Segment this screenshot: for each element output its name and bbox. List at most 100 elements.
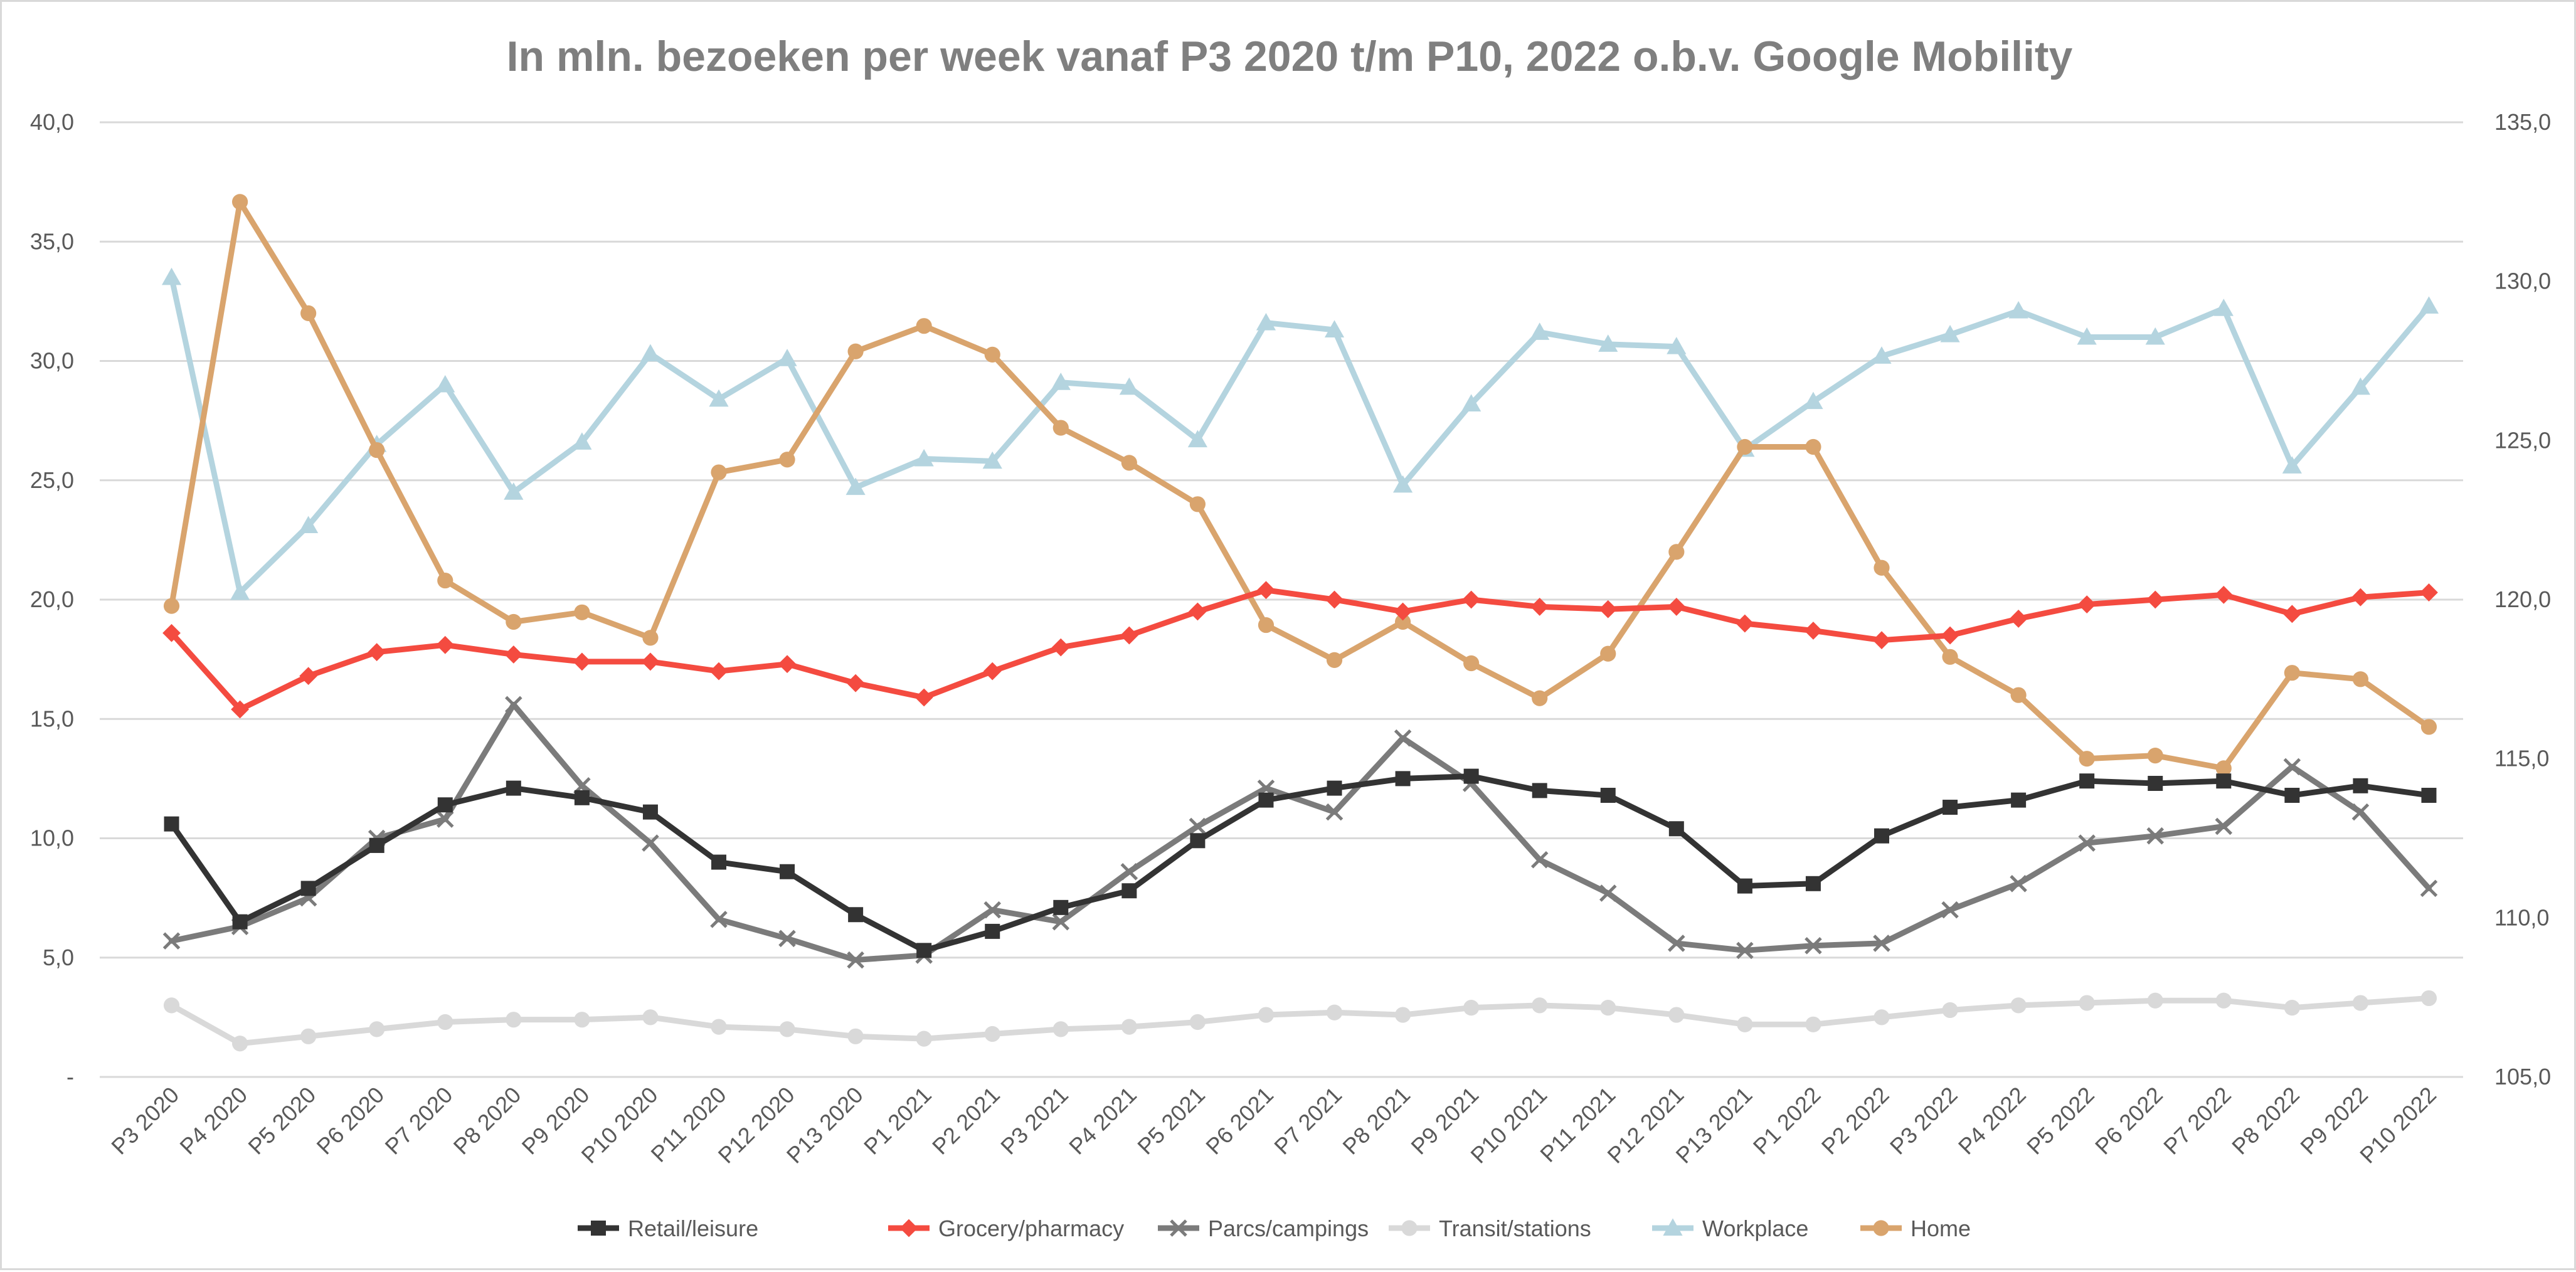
data-point-home: [1600, 645, 1616, 662]
data-point-parcs-campings: [778, 930, 796, 948]
data-point-parcs-campings: [436, 810, 454, 828]
data-point-workplace: [435, 374, 455, 393]
data-point-grocery-pharmacy: [436, 635, 455, 654]
data-point-home: [1737, 438, 1753, 455]
data-point-parcs-campings: [505, 696, 522, 714]
y2-tick-label: 115,0: [2494, 746, 2549, 771]
data-point-home: [916, 318, 932, 334]
series-line-transit-stations: [169, 995, 2432, 1047]
legend-marker: [1401, 1220, 1418, 1236]
data-point-grocery-pharmacy: [1872, 631, 1891, 650]
x-tick-label: P2 2021: [927, 1082, 1005, 1160]
data-point-parcs-campings: [847, 951, 864, 969]
data-point-home: [1805, 438, 1821, 455]
series-transit-stations: [163, 990, 2437, 1052]
data-point-grocery-pharmacy: [299, 667, 318, 686]
data-point-workplace: [640, 344, 660, 362]
x-tick-label: P3 2022: [1885, 1082, 1963, 1160]
series-line-workplace: [169, 274, 2432, 596]
legend-label: Retail/leisure: [628, 1216, 758, 1241]
data-point-retail-leisure: [2353, 778, 2368, 793]
data-point-grocery-pharmacy: [504, 645, 523, 664]
data-point-home: [1052, 420, 1069, 436]
data-point-transit-stations: [2352, 995, 2369, 1011]
x-tick-label: P1 2022: [1748, 1082, 1826, 1160]
data-point-retail-leisure: [1395, 771, 1411, 787]
y-tick-label: 25,0: [30, 467, 74, 493]
data-point-grocery-pharmacy: [709, 662, 728, 681]
data-point-transit-stations: [2215, 992, 2232, 1009]
y2-tick-label: 125,0: [2494, 427, 2551, 453]
y2-tick-label: 135,0: [2494, 109, 2551, 135]
data-point-transit-stations: [231, 1036, 248, 1052]
data-point-transit-stations: [1463, 1000, 1480, 1016]
data-point-transit-stations: [1532, 997, 1548, 1014]
data-point-workplace: [2077, 327, 2097, 345]
series-home: [163, 194, 2437, 776]
data-point-retail-leisure: [1600, 788, 1616, 803]
data-point-parcs-campings: [2215, 817, 2233, 835]
data-point-transit-stations: [1737, 1016, 1753, 1032]
data-point-transit-stations: [847, 1028, 864, 1044]
data-point-grocery-pharmacy: [2077, 595, 2096, 614]
data-point-retail-leisure: [2011, 792, 2027, 808]
data-point-workplace: [2419, 296, 2439, 314]
data-point-transit-stations: [1874, 1009, 1890, 1026]
data-point-parcs-campings: [1394, 729, 1412, 747]
data-point-transit-stations: [1258, 1007, 1275, 1023]
data-point-workplace: [1667, 337, 1687, 354]
x-tick-label: P4 2021: [1064, 1082, 1142, 1160]
data-point-parcs-campings: [1873, 935, 1890, 952]
data-point-grocery-pharmacy: [1325, 590, 1344, 609]
data-point-grocery-pharmacy: [368, 643, 386, 662]
data-point-grocery-pharmacy: [2009, 610, 2028, 628]
data-point-workplace: [299, 516, 319, 534]
data-point-home: [1394, 613, 1411, 630]
data-point-workplace: [1940, 325, 1960, 342]
series-line-parcs-campings: [169, 701, 2432, 963]
data-point-grocery-pharmacy: [231, 700, 249, 719]
data-point-grocery-pharmacy: [1530, 598, 1549, 616]
data-point-transit-stations: [1189, 1014, 1206, 1031]
data-point-home: [2420, 719, 2437, 735]
data-point-home: [506, 613, 522, 630]
legend-label: Grocery/pharmacy: [938, 1216, 1124, 1241]
x-tick-label: P3 2020: [106, 1082, 184, 1160]
data-point-parcs-campings: [642, 834, 659, 852]
data-point-home: [2215, 760, 2232, 776]
x-tick-label: P7 2021: [1269, 1082, 1347, 1160]
data-point-grocery-pharmacy: [1189, 602, 1207, 621]
x-tick-label: P10 2020: [576, 1082, 663, 1169]
y-tick-label: 35,0: [30, 228, 74, 254]
data-point-grocery-pharmacy: [1941, 626, 1959, 645]
x-tick-label: P6 2022: [2090, 1082, 2168, 1160]
data-point-parcs-campings: [1736, 941, 1754, 960]
legend-label: Parcs/campings: [1208, 1216, 1369, 1241]
left-axis-ticks: - 5,0 10,0 15,0 20,0 25,0 30,0 35,0 40,0: [30, 109, 74, 1089]
data-point-grocery-pharmacy: [1257, 581, 1275, 600]
data-point-grocery-pharmacy: [2214, 585, 2233, 604]
data-point-parcs-campings: [1668, 935, 1685, 952]
data-point-transit-stations: [369, 1021, 385, 1037]
data-point-parcs-campings: [983, 901, 1002, 919]
data-point-retail-leisure: [506, 780, 521, 796]
x-tick-label: P10 2021: [1465, 1082, 1552, 1169]
data-point-retail-leisure: [1737, 878, 1752, 894]
data-point-parcs-campings: [2420, 879, 2438, 898]
x-tick-label: P6 2021: [1201, 1082, 1278, 1160]
data-point-retail-leisure: [2148, 775, 2163, 791]
data-point-grocery-pharmacy: [2146, 590, 2165, 609]
data-point-retail-leisure: [1874, 828, 1889, 844]
data-point-parcs-campings: [1805, 936, 1822, 955]
data-point-home: [2352, 671, 2369, 687]
data-point-home: [1326, 652, 1343, 668]
data-point-home: [574, 604, 590, 620]
legend-item-parcs-campings: Parcs/campings: [1158, 1216, 1369, 1241]
data-point-workplace: [504, 482, 524, 500]
legend-item-retail-leisure: Retail/leisure: [578, 1216, 758, 1241]
data-point-home: [1121, 455, 1137, 471]
data-point-workplace: [1256, 313, 1276, 331]
legend-marker: [591, 1221, 606, 1236]
series-line-grocery-pharmacy: [169, 587, 2432, 713]
legend-marker: [899, 1219, 918, 1238]
